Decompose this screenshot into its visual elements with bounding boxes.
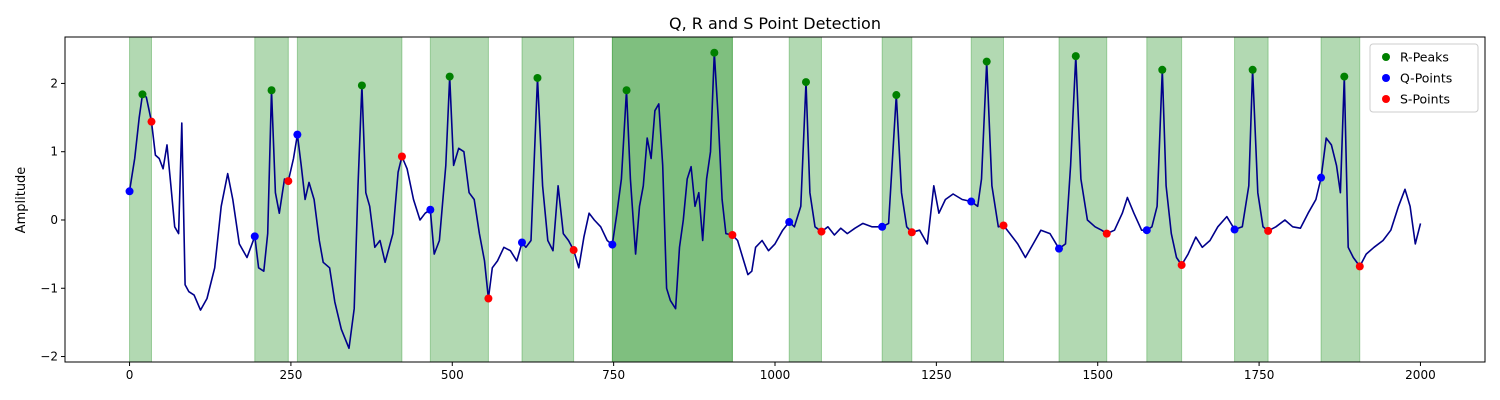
s-points-point-12 <box>1355 262 1364 271</box>
x-tick-label-500: 500 <box>441 368 464 382</box>
chart-title: Q, R and S Point Detection <box>669 14 881 33</box>
shaded-region-1 <box>254 36 289 363</box>
legend-marker-q-points <box>1382 74 1390 82</box>
q-points-point-0 <box>125 187 134 196</box>
q-points-point-11 <box>1230 225 1239 234</box>
r-peaks-point-5 <box>622 86 631 95</box>
y-tick-label--2: −2 <box>40 350 58 364</box>
r-peaks-point-2 <box>357 81 366 90</box>
legend-marker-r-peaks <box>1382 53 1390 61</box>
r-peaks-point-3 <box>445 72 454 81</box>
s-points-point-6 <box>817 227 826 236</box>
shaded-region-9 <box>1058 36 1108 363</box>
y-axis-label: Amplitude <box>14 167 29 234</box>
legend-label-r-peaks: R-Peaks <box>1400 50 1449 65</box>
y-tick-label-0: 0 <box>50 213 58 227</box>
s-points-point-1 <box>284 177 293 186</box>
ecg-signal-line <box>128 51 1422 350</box>
shaded-region-12 <box>1320 36 1361 363</box>
r-peaks-point-12 <box>1248 65 1257 74</box>
q-points-point-8 <box>967 197 976 206</box>
r-peaks-point-8 <box>892 91 901 100</box>
s-points-point-0 <box>147 117 156 126</box>
x-tick-label-750: 750 <box>602 368 625 382</box>
shaded-region-2 <box>296 36 403 363</box>
y-tick-label--1: −1 <box>40 281 58 295</box>
q-points-point-1 <box>250 232 259 241</box>
legend-marker-s-points <box>1382 95 1390 103</box>
r-peaks-point-6 <box>710 48 719 57</box>
s-points-point-8 <box>999 221 1008 230</box>
q-points-point-12 <box>1317 173 1326 182</box>
legend-label-q-points: Q-Points <box>1400 71 1452 86</box>
s-points-point-9 <box>1102 229 1111 238</box>
shaded-region-4 <box>521 36 575 363</box>
q-points-point-9 <box>1055 244 1063 253</box>
r-peaks-point-10 <box>1071 52 1080 61</box>
axes-layer: 0 250 500 750 1000 1250 1500 1750 2000 −2 −1 0 1 2 <box>40 36 1486 382</box>
r-peaks-point-9 <box>982 57 991 66</box>
q-points-point-6 <box>785 218 794 227</box>
y-tick-label-2: 2 <box>50 76 58 90</box>
s-points-point-10 <box>1177 261 1186 270</box>
legend: R-Peaks Q-Points S-Points <box>1369 43 1479 113</box>
shaded-region-10 <box>1146 36 1183 363</box>
s-points-point-3 <box>484 294 493 303</box>
r-peaks-point-7 <box>801 78 810 87</box>
q-points-point-7 <box>878 222 887 231</box>
r-peaks-point-0 <box>138 90 147 99</box>
shaded-region-7 <box>881 36 913 363</box>
r-peaks-point-4 <box>533 73 542 82</box>
s-points-point-2 <box>397 152 406 161</box>
x-tick-label-1500: 1500 <box>1082 368 1113 382</box>
x-tick-label-2000: 2000 <box>1405 368 1436 382</box>
q-points-point-4 <box>517 238 526 247</box>
shaded-region-5 <box>611 36 733 363</box>
signal-layer <box>128 51 1422 350</box>
x-tick-label-0: 0 <box>126 368 134 382</box>
shaded-region-0 <box>129 36 152 363</box>
legend-label-s-points: S-Points <box>1400 92 1450 107</box>
x-tick-label-1000: 1000 <box>760 368 791 382</box>
x-tick-label-1750: 1750 <box>1244 368 1275 382</box>
q-points-point-5 <box>608 240 617 249</box>
r-peaks-point-11 <box>1158 65 1167 74</box>
r-peaks-point-13 <box>1340 72 1349 81</box>
y-tick-label-1: 1 <box>50 145 58 159</box>
shaded-regions <box>129 36 1361 363</box>
s-points-point-7 <box>907 228 916 237</box>
q-points-point-10 <box>1142 226 1151 235</box>
points-layer <box>125 48 1364 303</box>
legend-box <box>1369 43 1479 113</box>
s-points-point-11 <box>1264 226 1273 235</box>
s-points-point-4 <box>569 246 578 255</box>
q-points-point-3 <box>426 205 435 214</box>
q-points-point-2 <box>293 130 302 139</box>
s-points-point-5 <box>728 231 737 240</box>
x-tick-label-1250: 1250 <box>921 368 952 382</box>
r-peaks-point-1 <box>267 86 276 95</box>
x-tick-label-250: 250 <box>279 368 302 382</box>
shaded-region-3 <box>429 36 489 363</box>
